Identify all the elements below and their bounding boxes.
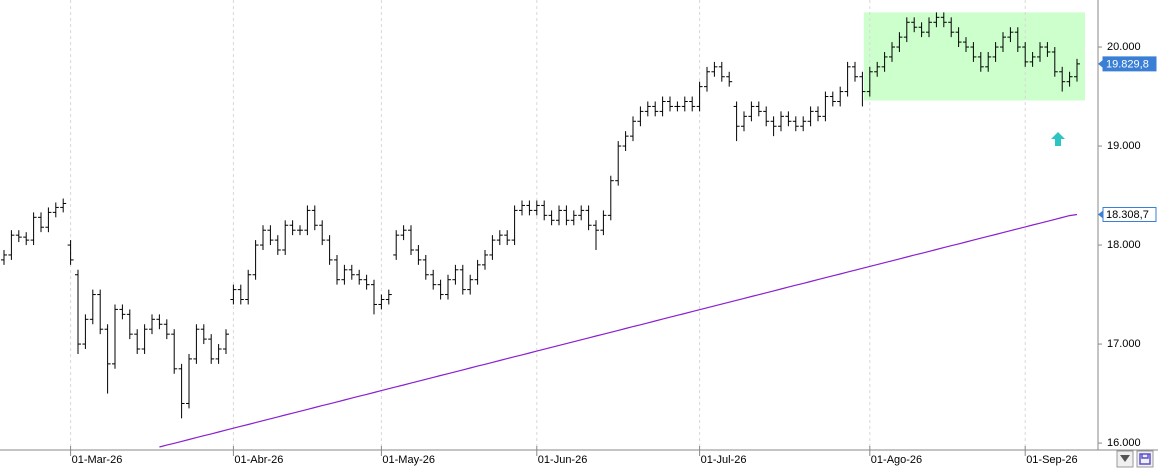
save-icon bbox=[1139, 453, 1151, 465]
y-tick-label: 19.000 bbox=[1107, 140, 1141, 152]
x-tick-label: 01-Ago-26 bbox=[871, 454, 922, 466]
price-marker bbox=[1102, 206, 1157, 222]
moving-average-line bbox=[159, 213, 1078, 448]
marks-layer bbox=[1, 12, 1080, 448]
up-arrow-icon bbox=[1051, 132, 1065, 146]
price-marker bbox=[1102, 56, 1157, 72]
y-tick-label: 17.000 bbox=[1107, 338, 1141, 350]
x-tick-label: 01-Abr-26 bbox=[234, 454, 283, 466]
x-tick-label: 01-Jun-26 bbox=[538, 454, 588, 466]
price-marker-label: 18.308,7 bbox=[1106, 209, 1149, 221]
price-marker-label: 19.829,8 bbox=[1106, 58, 1149, 70]
x-tick-label: 01-May-26 bbox=[382, 454, 435, 466]
x-tick-label: 01-Mar-26 bbox=[72, 454, 123, 466]
price-marker-pointer bbox=[1098, 210, 1103, 219]
y-tick-label: 20.000 bbox=[1107, 41, 1141, 53]
zoom-icon bbox=[1120, 455, 1130, 462]
price-marker-pointer bbox=[1098, 59, 1103, 68]
y-tick-label: 18.000 bbox=[1107, 239, 1141, 251]
x-tick-label: 01-Sep-26 bbox=[1026, 454, 1077, 466]
toolbar bbox=[1116, 450, 1154, 468]
x-tick-label: 01-Jul-26 bbox=[701, 454, 747, 466]
y-tick-label: 16.000 bbox=[1107, 437, 1141, 449]
save-button[interactable] bbox=[1136, 450, 1154, 468]
